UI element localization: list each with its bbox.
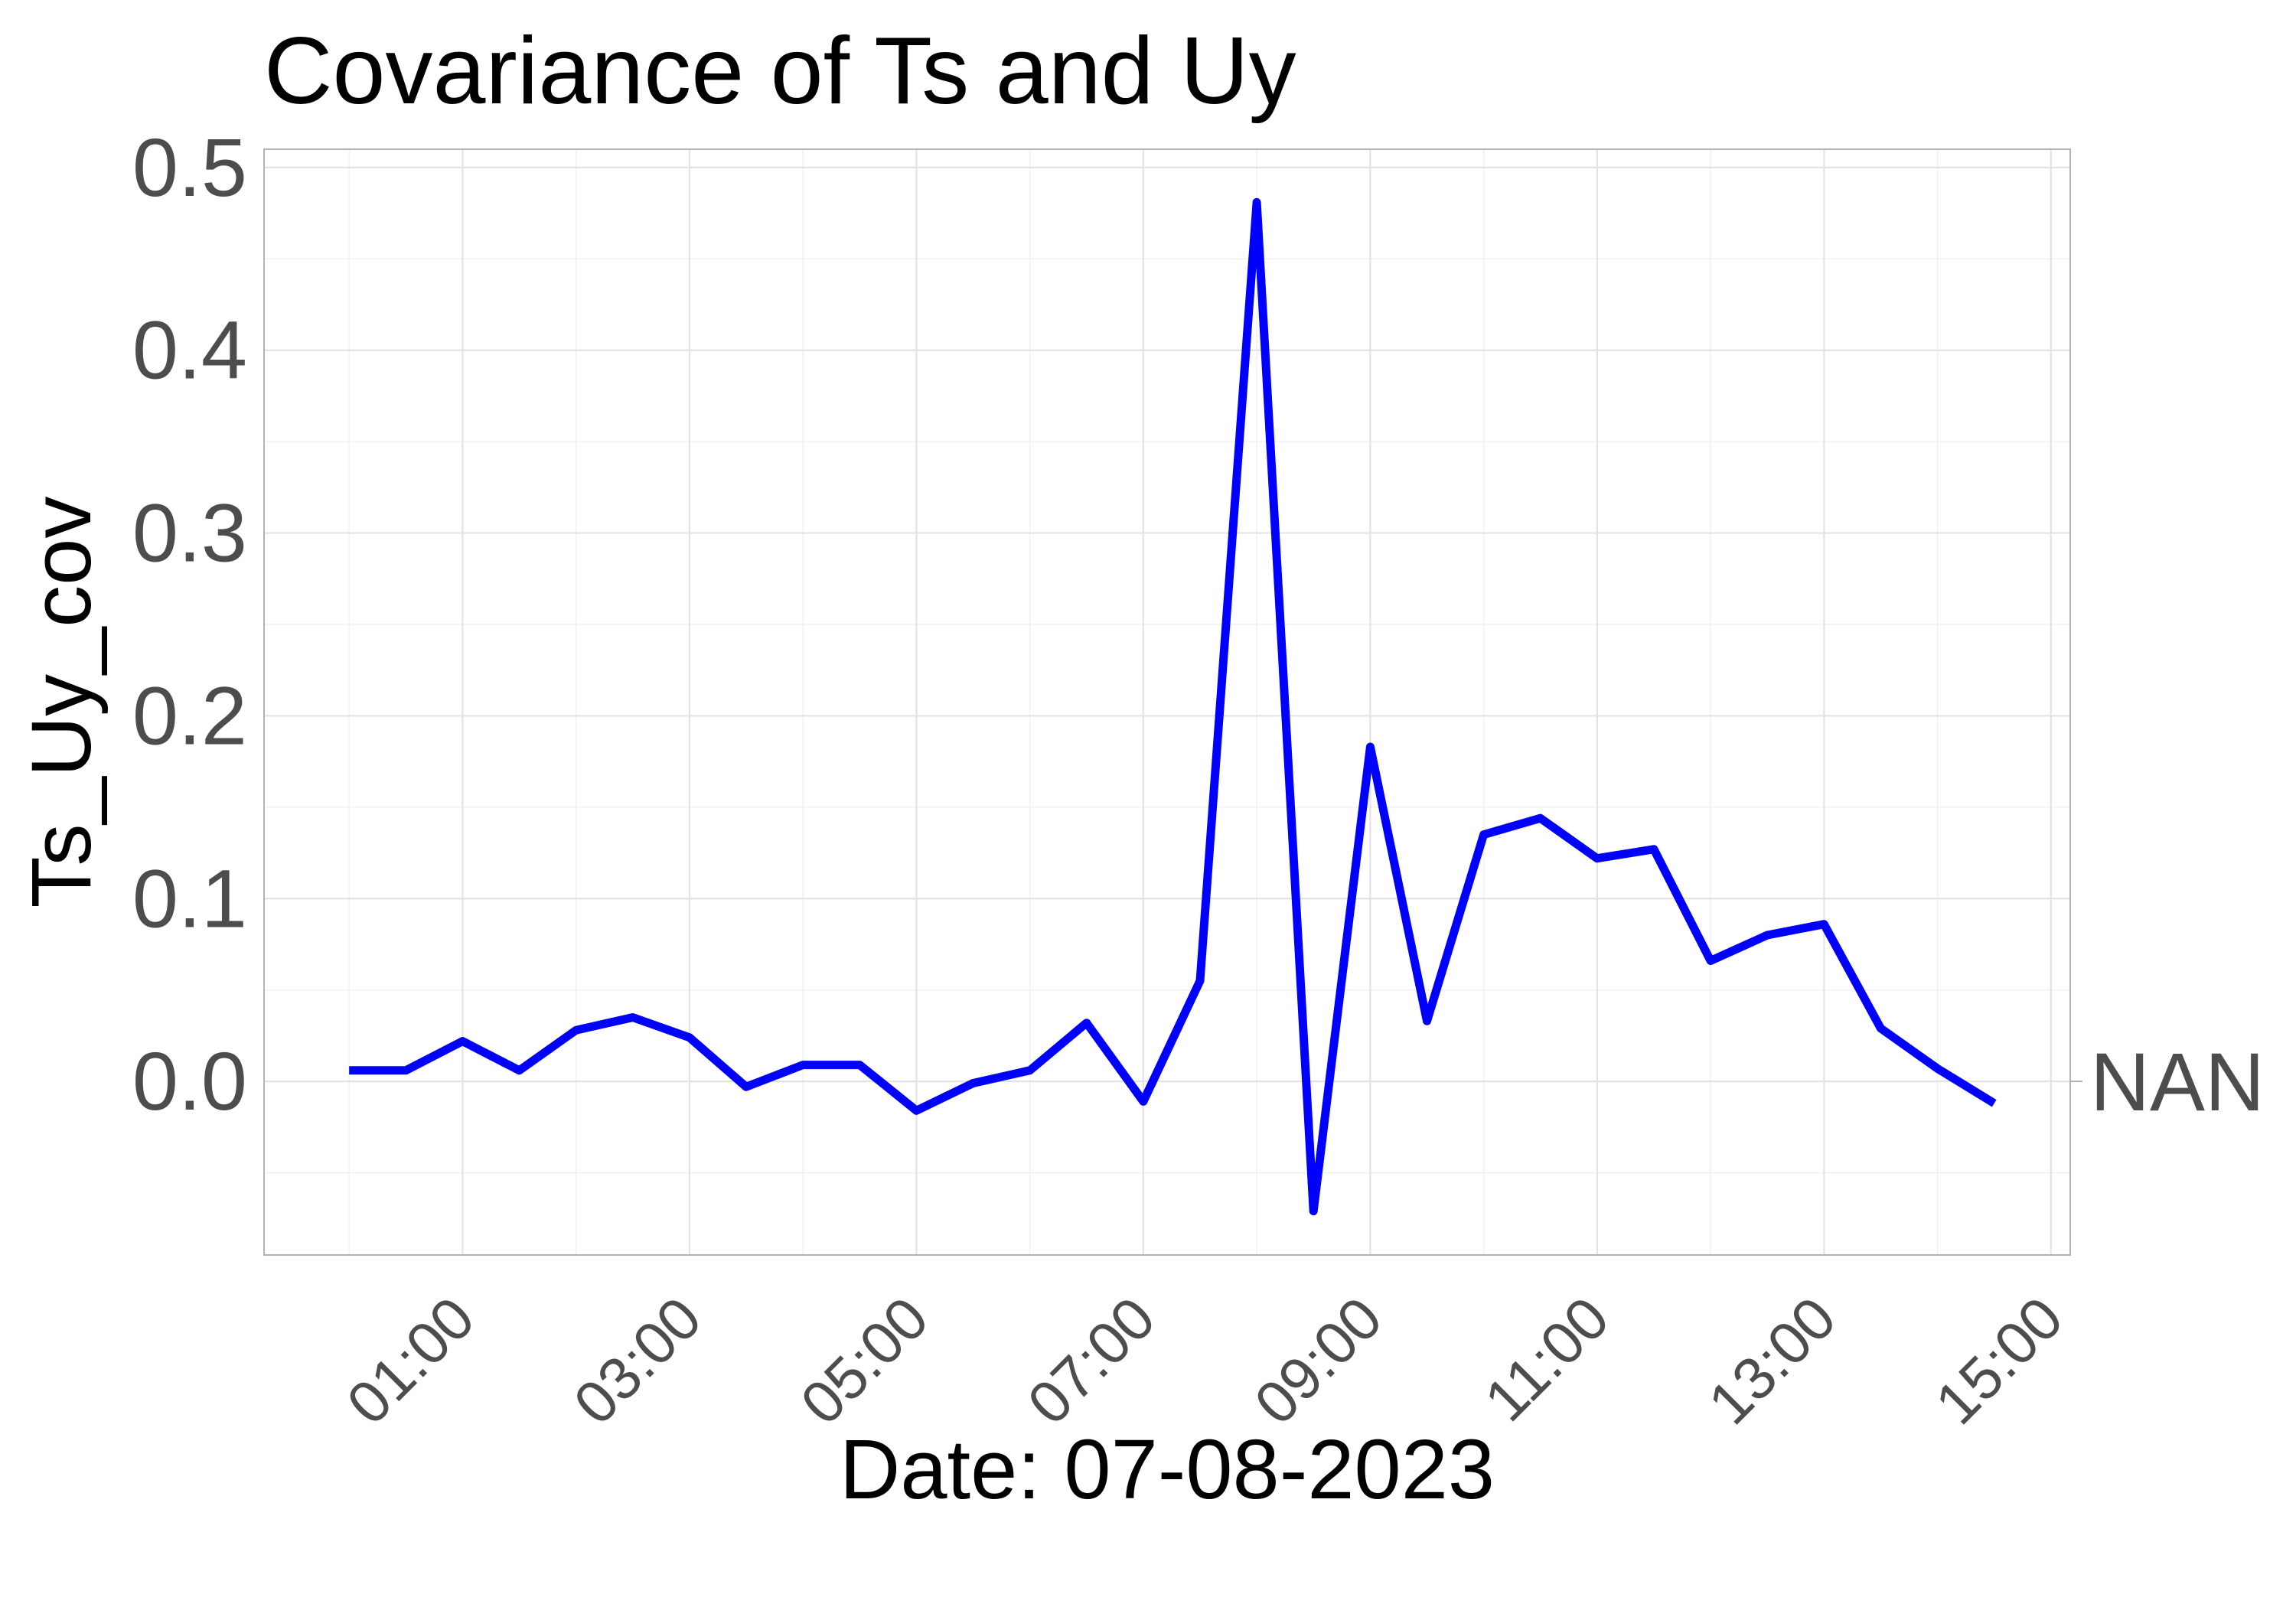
x-tick-label: 11:00	[1472, 1284, 1622, 1434]
x-tick-label: 03:00	[561, 1284, 714, 1437]
x-tick-label: 01:00	[334, 1284, 487, 1437]
y-tick-label: 0.2	[132, 669, 247, 761]
data-points	[349, 202, 1994, 1211]
plot-panel	[263, 148, 2071, 1256]
major-grid	[264, 149, 2070, 1255]
x-tick-label: 15:00	[1923, 1284, 2076, 1437]
y-axis-title: Ts_Uy_cov	[15, 497, 109, 908]
x-axis-ticks: 01:00 03:00 05:00 07:00 09:00 11:00 13:00 15:00	[334, 1284, 2076, 1437]
x-tick-label: 05:00	[788, 1284, 941, 1437]
series-line	[349, 197, 1997, 1216]
y-tick-label: 0.4	[132, 304, 247, 396]
y-tick-label: 0.1	[132, 852, 247, 944]
x-tick-label: 13:00	[1695, 1284, 1848, 1437]
y-tick-label: 0.0	[132, 1035, 247, 1127]
x-tick-label: 07:00	[1015, 1284, 1168, 1437]
x-axis-title: Date: 07-08-2023	[840, 1423, 1495, 1517]
chart-title: Covariance of Ts and Uy	[264, 18, 1296, 124]
y-axis-ticks: 0.0 0.1 0.2 0.3 0.4 0.5	[132, 121, 247, 1127]
x-tick-label: 09:00	[1241, 1284, 1394, 1437]
minor-grid	[264, 149, 2070, 1255]
nan-annotation: NAN	[2090, 1035, 2265, 1128]
y-tick-label: 0.3	[132, 487, 247, 579]
y-tick-label: 0.5	[132, 121, 247, 214]
